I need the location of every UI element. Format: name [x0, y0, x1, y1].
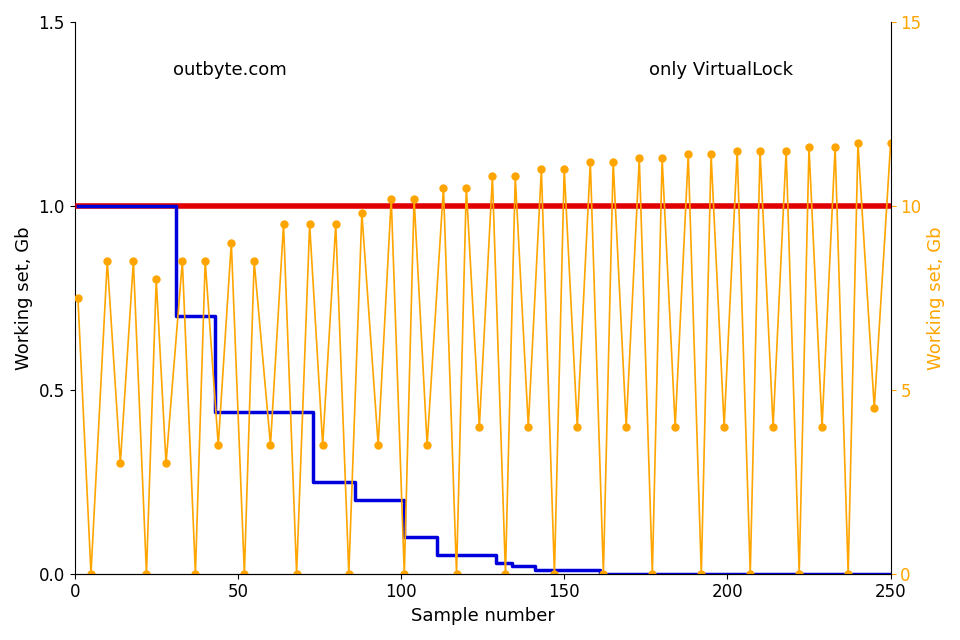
Text: only VirtualLock: only VirtualLock — [649, 61, 793, 79]
Y-axis label: Working set, Gb: Working set, Gb — [15, 226, 33, 370]
Text: outbyte.com: outbyte.com — [173, 61, 286, 79]
X-axis label: Sample number: Sample number — [411, 607, 555, 625]
Y-axis label: Working set, Gb: Working set, Gb — [927, 226, 945, 370]
